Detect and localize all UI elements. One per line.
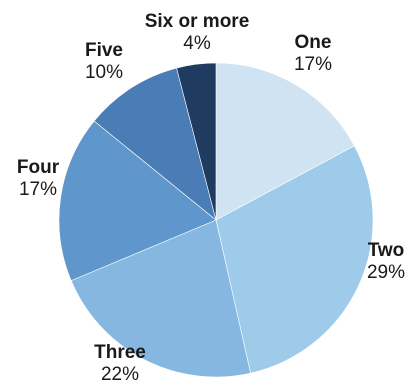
pie-slice-six-or-more — [176, 62, 217, 221]
slice-value-five: 10% — [85, 62, 123, 83]
pie-slice-one — [215, 62, 355, 221]
slice-label-four: Four — [17, 157, 60, 178]
slice-value-three: 22% — [101, 364, 139, 385]
slice-value-four: 17% — [19, 179, 57, 200]
pie-slice-five — [93, 67, 217, 221]
slice-value-two: 29% — [367, 262, 405, 283]
slice-label-three: Three — [94, 342, 146, 363]
slice-label-one: One — [295, 32, 332, 53]
slice-label-six-or-more: Six or more — [145, 11, 250, 32]
slice-value-one: 17% — [294, 54, 332, 75]
pie-slice-three — [70, 219, 251, 378]
slice-label-two: Two — [368, 240, 405, 261]
pie-slices — [58, 62, 374, 378]
slice-value-six-or-more: 4% — [183, 33, 211, 54]
pie-slice-two — [215, 145, 374, 374]
pie-slice-four — [58, 120, 217, 282]
slice-label-five: Five — [85, 40, 123, 61]
